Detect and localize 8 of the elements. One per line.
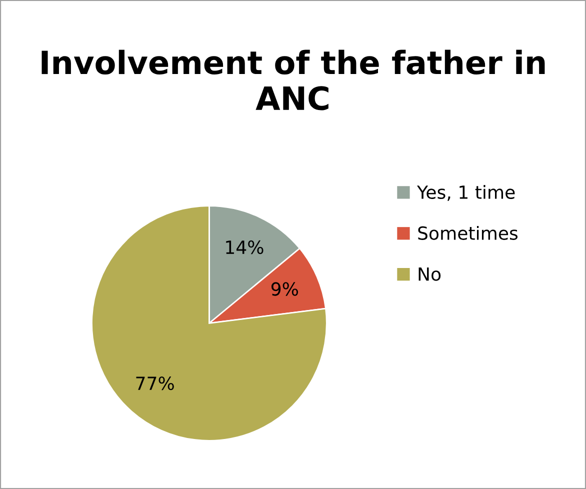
data-label: 77% — [136, 376, 174, 390]
legend-label: No — [418, 267, 441, 281]
data-label: 9% — [271, 282, 298, 296]
legend-label: Yes, 1 time — [416, 185, 515, 201]
legend-label: Sometimes — [418, 226, 518, 240]
data-label: 14% — [226, 240, 264, 254]
chart-title: Involvement of the father in ANC — [42, 50, 545, 110]
pie-slice — [91, 205, 328, 442]
